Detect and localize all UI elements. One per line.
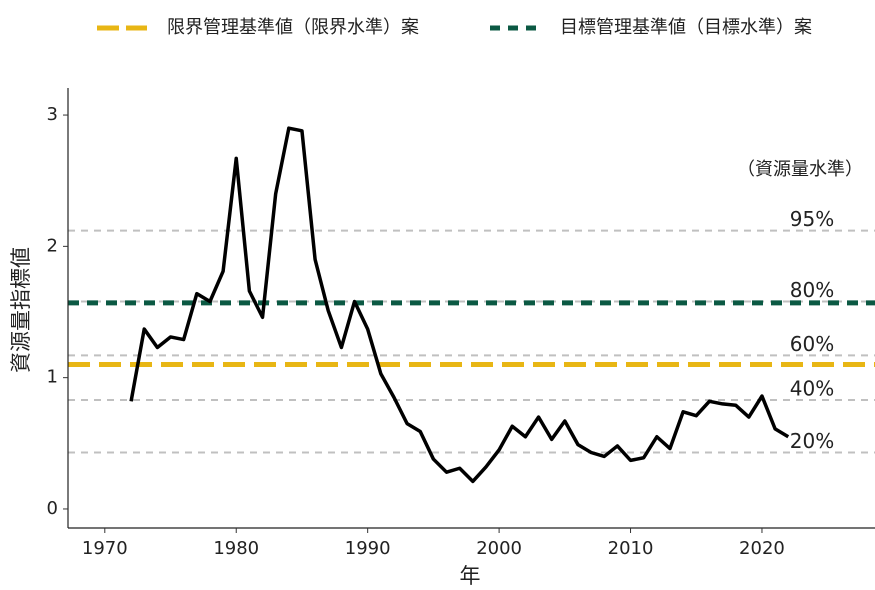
y-tick-label: 2 — [47, 235, 58, 256]
x-tick-label: 1980 — [213, 538, 259, 559]
x-axis-label: 年 — [460, 564, 481, 588]
level-title: （資源量水準） — [737, 159, 863, 180]
level-label: 60% — [790, 332, 834, 356]
data-line — [129, 126, 790, 484]
y-tick-label: 3 — [47, 104, 58, 125]
x-tick-label: 1970 — [82, 538, 128, 559]
level-label: 95% — [790, 207, 834, 231]
level-label: 80% — [790, 278, 834, 302]
x-tick-label: 2010 — [608, 538, 654, 559]
y-tick-label: 1 — [47, 367, 58, 388]
y-axis-label: 資源量指標値 — [9, 247, 33, 373]
level-label: 20% — [790, 429, 834, 453]
legend-label: 限界管理基準値（限界水準）案 — [167, 17, 419, 38]
level-label: 40% — [790, 376, 834, 400]
x-tick-label: 2000 — [476, 538, 522, 559]
legend-label: 目標管理基準値（目標水準）案 — [560, 17, 812, 38]
x-tick-label: 2020 — [739, 538, 785, 559]
x-tick-label: 1990 — [345, 538, 391, 559]
y-tick-label: 0 — [47, 498, 58, 519]
